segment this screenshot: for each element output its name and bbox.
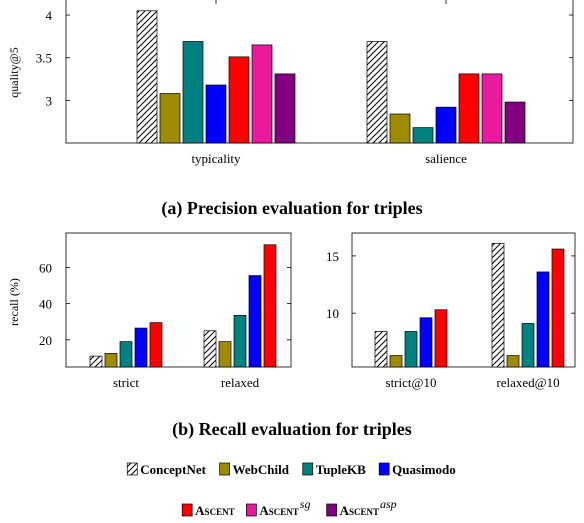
bar-ascent-relaxed bbox=[263, 244, 277, 368]
legend-swatch bbox=[181, 503, 193, 517]
legend: ConceptNet WebChild TupleKB Quasimodo Ascent… bbox=[126, 462, 456, 518]
caption-b: (b) Recall evaluation for triples bbox=[172, 419, 412, 440]
bar-quasimodo-salience bbox=[435, 106, 457, 144]
bar-webchild-strict-10 bbox=[389, 355, 403, 368]
bar-quasimodo-relaxed-10 bbox=[536, 271, 550, 368]
y-tick-label: 10 bbox=[326, 306, 339, 321]
bar-webchild-strict bbox=[104, 353, 118, 368]
plot-frame bbox=[65, 0, 574, 144]
x-tick-label-relaxed: relaxed bbox=[221, 375, 260, 390]
legend-label: TupleKB bbox=[316, 462, 366, 477]
legend-sup: asp bbox=[380, 497, 397, 511]
legend-label: ConceptNet bbox=[140, 462, 206, 477]
legend-swatch bbox=[326, 503, 337, 517]
bar-tuplekb-relaxed-10 bbox=[521, 323, 535, 368]
legend-item-quasimodo: Quasimodo bbox=[378, 462, 456, 477]
plot-frame bbox=[65, 232, 292, 368]
chart-3: 10 15 strict@10 relaxed@10 bbox=[326, 232, 576, 390]
legend-swatch bbox=[126, 462, 138, 476]
bar-conceptnet-salience bbox=[366, 41, 388, 144]
legend-label: Ascent bbox=[340, 503, 379, 518]
x-tick-label-salience: salience bbox=[425, 151, 467, 166]
legend-label: Quasimodo bbox=[392, 462, 456, 477]
bar-webchild-relaxed bbox=[218, 341, 232, 368]
bar-ascent-salience bbox=[458, 73, 480, 144]
bar-conceptnet-typicality bbox=[136, 10, 158, 144]
y-axis-label: quality@5 bbox=[7, 47, 21, 97]
legend-label: WebChild bbox=[233, 462, 290, 477]
legend-item-tuplekb: TupleKB bbox=[302, 462, 366, 477]
y-tick-label: 4 bbox=[46, 8, 53, 23]
bar-quasimodo-relaxed bbox=[248, 275, 262, 368]
y-tick-label: 15 bbox=[326, 249, 339, 264]
bar-conceptnet-relaxed bbox=[203, 330, 217, 368]
chart-2: 20 40 60 recall (%) strict relaxed bbox=[7, 232, 292, 390]
y-tick-label: 3 bbox=[46, 93, 53, 108]
bar-quasimodo-strict bbox=[134, 327, 148, 368]
bar-ascent-asp-salience bbox=[504, 101, 526, 144]
bar-quasimodo-strict-10 bbox=[419, 317, 433, 368]
bar-ascent-sg-typicality bbox=[251, 44, 273, 144]
bar-tuplekb-salience bbox=[412, 127, 434, 144]
legend-item-webchild: WebChild bbox=[219, 462, 290, 477]
legend-label: Ascent bbox=[259, 503, 298, 518]
legend-sup: sg bbox=[300, 497, 311, 511]
bar-ascent-asp-typicality bbox=[274, 73, 296, 144]
y-axis-label: recall (%) bbox=[7, 278, 21, 326]
y-tick-label: 60 bbox=[39, 260, 52, 275]
legend-swatch bbox=[378, 462, 390, 476]
x-tick-label-strict-10: strict@10 bbox=[386, 375, 437, 390]
legend-swatch bbox=[246, 503, 257, 517]
bar-webchild-typicality bbox=[159, 93, 181, 144]
bar-ascent-relaxed-10 bbox=[551, 248, 565, 368]
bar-quasimodo-typicality bbox=[205, 84, 227, 144]
y-tick-label: 40 bbox=[39, 297, 52, 312]
bar-ascent-strict bbox=[149, 322, 163, 368]
caption-a: (a) Precision evaluation for triples bbox=[161, 198, 422, 219]
bar-tuplekb-relaxed bbox=[233, 315, 247, 368]
bar-conceptnet-strict bbox=[89, 355, 103, 368]
legend-swatch bbox=[302, 462, 314, 476]
bar-tuplekb-strict bbox=[119, 341, 133, 368]
bar-ascent-sg-salience bbox=[481, 73, 503, 144]
legend-item-conceptnet: ConceptNet bbox=[126, 462, 207, 477]
bar-webchild-salience bbox=[389, 113, 411, 144]
plot-frame bbox=[351, 232, 576, 368]
bar-conceptnet-relaxed-10 bbox=[491, 242, 505, 368]
bar-webchild-relaxed-10 bbox=[506, 355, 520, 368]
x-tick-label-strict: strict bbox=[113, 375, 139, 390]
legend-swatch bbox=[219, 462, 230, 476]
legend-item-ascent-sg: Ascent sg bbox=[246, 497, 310, 518]
y-tick-label: 3.5 bbox=[36, 51, 52, 66]
x-tick-label-typicality: typicality bbox=[191, 151, 241, 166]
bar-conceptnet-strict-10 bbox=[374, 331, 388, 368]
legend-item-ascent: Ascent bbox=[181, 503, 235, 518]
bar-tuplekb-strict-10 bbox=[404, 331, 418, 368]
y-tick-label: 20 bbox=[39, 333, 52, 348]
x-tick-label-relaxed-10: relaxed@10 bbox=[496, 375, 559, 390]
bar-ascent-typicality bbox=[228, 56, 250, 144]
bar-ascent-strict-10 bbox=[434, 309, 448, 368]
legend-item-ascent-asp: Ascent asp bbox=[326, 497, 397, 518]
bar-tuplekb-typicality bbox=[182, 41, 204, 144]
legend-label: Ascent bbox=[195, 503, 234, 518]
chart-1: 3 3.5 4 quality@5 typicality salience bbox=[7, 0, 574, 166]
